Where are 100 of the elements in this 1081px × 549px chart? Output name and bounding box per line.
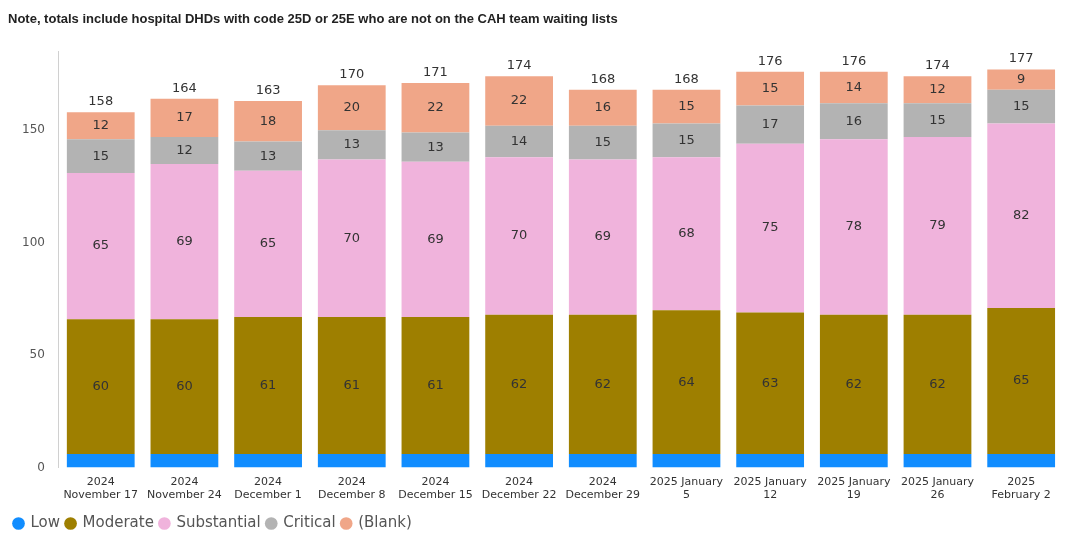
data-label: 15 — [929, 111, 946, 127]
data-label: 61 — [259, 376, 277, 392]
data-label: 16 — [845, 112, 863, 128]
bar — [736, 454, 805, 468]
data-label: 12 — [929, 81, 946, 97]
data-label: 14 — [510, 132, 528, 148]
x-tick-label: 2024 December 1 — [234, 475, 302, 502]
total-label: 158 — [88, 93, 114, 109]
bar — [66, 173, 135, 320]
bar — [987, 454, 1056, 468]
bar — [652, 89, 721, 124]
data-label: 16 — [594, 99, 612, 115]
x-tick-label: 2024 December 15 — [398, 475, 473, 502]
data-label: 13 — [343, 136, 361, 152]
y-tick-label: 0 — [37, 459, 45, 474]
data-label: 62 — [510, 375, 528, 391]
data-label: 75 — [761, 219, 779, 235]
legend-label: (Blank) — [358, 513, 412, 532]
bar — [652, 123, 721, 158]
x-tick-label: 2025 January 26 — [900, 475, 975, 502]
bar — [485, 76, 553, 126]
x-tick-label: 2024 December 8 — [317, 475, 386, 502]
data-label: 70 — [343, 229, 361, 245]
bar — [150, 164, 219, 320]
data-label: 68 — [678, 225, 695, 241]
bar — [819, 103, 888, 140]
bar — [317, 159, 386, 317]
total-label: 168 — [590, 70, 616, 86]
data-label: 22 — [510, 92, 528, 108]
data-label: 15 — [678, 131, 695, 147]
x-tick-label: 2025 January 12 — [733, 475, 808, 502]
x-tick-label: 2024 December 29 — [565, 475, 641, 502]
bar — [66, 139, 135, 174]
data-label: 14 — [845, 78, 863, 94]
bar — [736, 71, 805, 106]
data-label: 69 — [176, 232, 193, 248]
total-label: 168 — [674, 70, 699, 86]
data-label: 60 — [176, 378, 193, 394]
chart-title: Note, totals include hospital DHDs with code 25D or 25E who are not on the CAH team waiting lists — [8, 11, 618, 27]
x-tick-label: 2024 November 17 — [63, 475, 139, 502]
bar — [234, 141, 302, 171]
data-label: 64 — [678, 373, 695, 389]
bar — [736, 143, 805, 313]
bar — [987, 123, 1056, 308]
bar — [819, 139, 888, 315]
bar — [401, 161, 470, 317]
data-label: 17 — [761, 116, 779, 132]
data-label: 12 — [92, 117, 110, 133]
bar — [903, 454, 972, 468]
data-label: 69 — [594, 228, 612, 244]
bar — [736, 312, 805, 455]
bar — [485, 454, 553, 468]
bar — [234, 454, 302, 468]
x-tick-label: 2025 January 5 — [649, 475, 724, 502]
data-label: 15 — [1012, 98, 1030, 114]
bar — [485, 125, 553, 158]
bar — [819, 314, 888, 455]
y-tick-label: 50 — [29, 347, 45, 362]
bar — [317, 85, 386, 131]
data-label: 9 — [1017, 71, 1026, 87]
data-label: 60 — [92, 378, 110, 394]
data-label: 13 — [427, 138, 444, 154]
data-label: 69 — [427, 230, 444, 246]
bar — [401, 83, 470, 133]
data-label: 65 — [92, 237, 110, 253]
data-label: 63 — [761, 374, 779, 390]
x-tick-label: 2025 January 19 — [817, 475, 891, 502]
data-label: 15 — [594, 134, 612, 150]
total-label: 176 — [757, 52, 783, 68]
data-label: 65 — [259, 235, 277, 251]
bar — [401, 132, 470, 162]
bar — [66, 112, 135, 140]
bar — [317, 130, 386, 160]
bar — [987, 89, 1056, 124]
x-tick-label: 2024 December 22 — [481, 475, 557, 502]
y-tick-label: 150 — [22, 122, 45, 137]
bar — [568, 125, 637, 160]
total-label: 177 — [1008, 50, 1034, 66]
data-label: 61 — [343, 376, 361, 392]
total-label: 171 — [423, 63, 448, 79]
bar — [987, 69, 1056, 90]
y-tick-label: 100 — [22, 234, 45, 249]
bar — [568, 454, 637, 468]
total-label: 164 — [172, 79, 197, 95]
bar — [485, 314, 553, 455]
legend-label: Low — [30, 513, 61, 532]
bar — [568, 159, 637, 315]
x-tick-label: 2024 November 24 — [147, 475, 222, 502]
total-label: 163 — [255, 81, 281, 97]
data-label: 20 — [343, 99, 361, 115]
bar — [485, 157, 553, 315]
bar — [903, 76, 972, 104]
bar — [66, 454, 135, 468]
data-label: 18 — [259, 112, 277, 128]
bar — [903, 137, 972, 315]
legend-label: Critical — [283, 513, 336, 532]
total-label: 174 — [506, 57, 532, 73]
bar — [819, 71, 888, 104]
bar — [66, 319, 135, 455]
bar — [819, 454, 888, 468]
